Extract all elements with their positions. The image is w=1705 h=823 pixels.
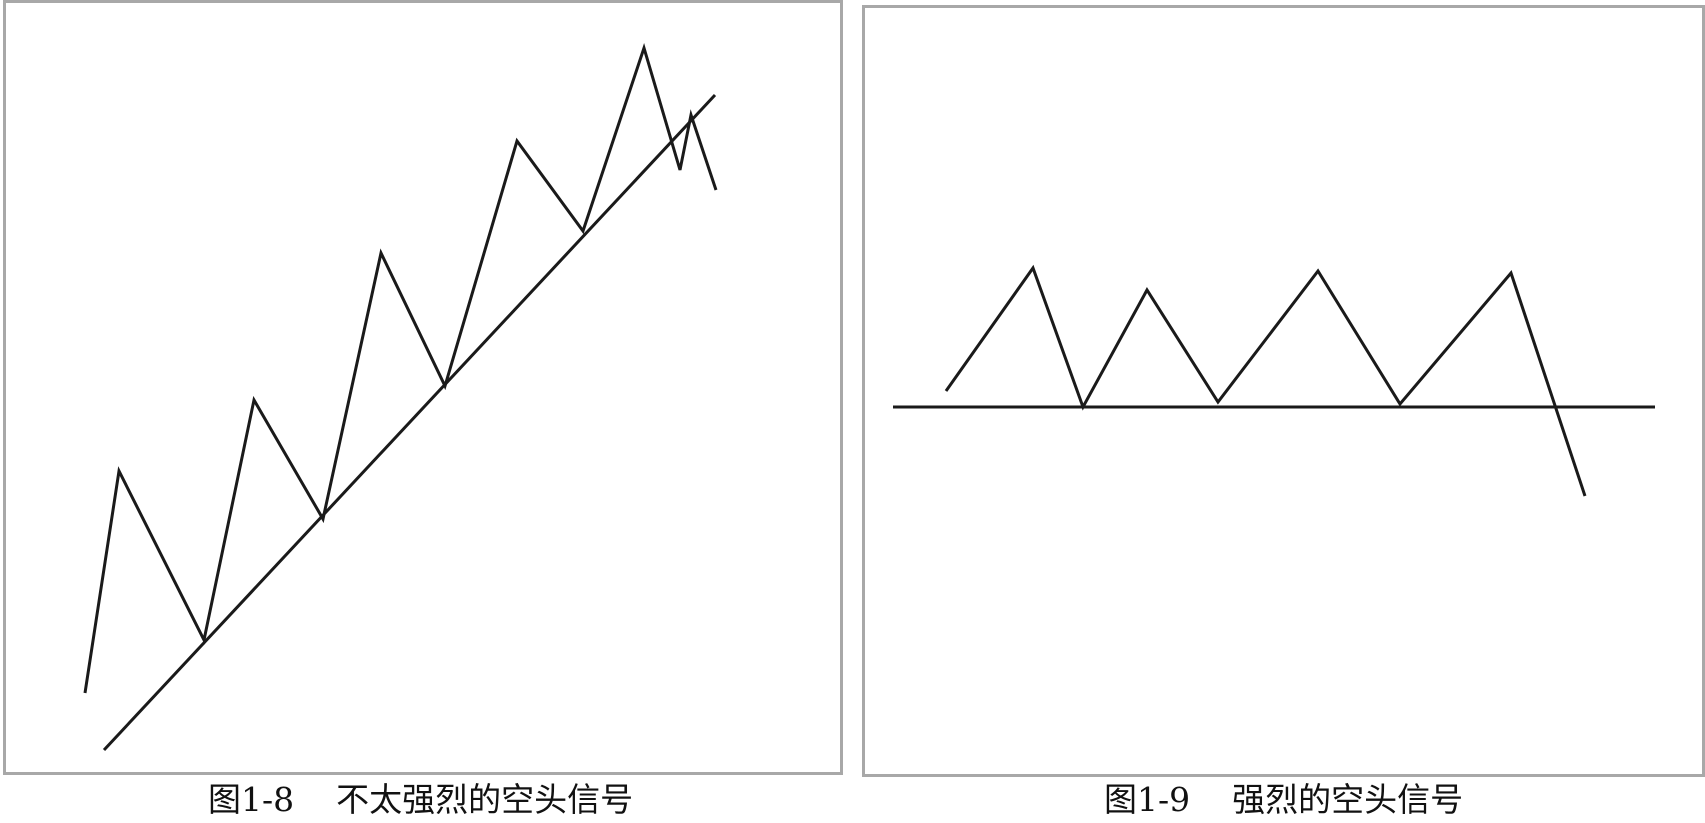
figure-1-9-diagram (893, 264, 1655, 497)
figure-1-8-caption: 图1-8 不太强烈的空头信号 (208, 780, 634, 819)
figure-1-8-diagram (83, 42, 718, 752)
figure-1-9-frame (862, 5, 1705, 777)
price-zigzag-line (83, 42, 718, 694)
figure-1-8-frame (3, 0, 843, 775)
figure-1-9-caption: 图1-9 强烈的空头信号 (1104, 780, 1464, 819)
price-zigzag-line (944, 264, 1587, 497)
support-trend-line (102, 93, 717, 752)
